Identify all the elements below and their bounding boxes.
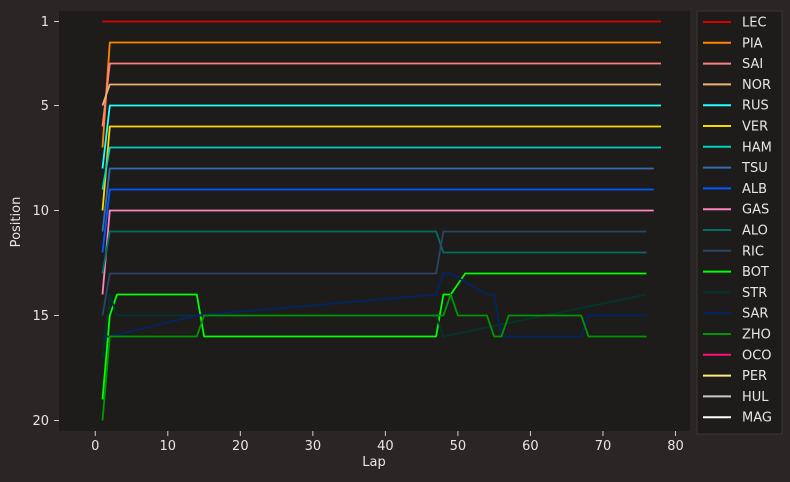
legend-label: RUS [742,99,769,114]
y-tick-label: 10 [32,204,49,219]
plot-area [59,11,690,431]
legend-label: GAS [742,203,769,218]
x-tick-label: 0 [91,439,99,454]
series-line-ham [101,146,661,190]
series-line-gas [101,209,654,295]
series-line-rus [101,104,661,169]
x-tick-label: 20 [232,439,249,454]
series-line-ric [101,230,647,316]
legend-label: PIA [742,36,763,51]
series-line-alb [101,188,654,253]
y-tick-label: 15 [32,309,49,324]
x-tick-label: 60 [522,439,539,454]
y-tick-label: 20 [32,414,49,429]
x-tick-label: 40 [377,439,394,454]
legend-label: PER [742,369,767,384]
legend-label: LEC [742,16,767,31]
x-tick-label: 10 [160,439,177,454]
x-tick-label: 80 [667,439,684,454]
legend-label: STR [742,286,767,301]
legend-label: RIC [742,244,764,259]
x-tick-label: 50 [450,439,467,454]
series-line-sar [102,272,647,338]
legend-label: MAG [742,411,772,426]
legend-label: HAM [742,140,772,155]
x-tick-label: 30 [305,439,322,454]
series-line-ver [101,125,661,211]
legend-label: OCO [742,348,772,363]
legend-label: VER [742,120,768,135]
series-line-tsu [101,167,654,232]
legend-label: ALO [742,224,768,239]
legend-label: BOT [742,265,769,280]
x-tick-label: 70 [595,439,612,454]
y-tick-label: 5 [41,99,49,114]
y-axis-label: Position [9,197,24,248]
legend-label: SAI [742,57,763,72]
series-line-alo [101,230,647,274]
legend-label: NOR [742,78,771,93]
series-lines [101,20,661,421]
x-axis-label: Lap [362,455,385,470]
series-line-sai [101,62,661,127]
legend-label: TSU [741,161,768,176]
y-tick-label: 1 [41,15,49,30]
series-line-zho [101,293,647,421]
legend-label: HUL [742,390,769,405]
legend: LEC PIA SAI NOR RUS VER HAM TSU ALB GAS ALO RIC BOT S… [696,10,783,435]
legend-label: ZHO [742,328,771,343]
legend-label: ALB [742,182,767,197]
legend-box [696,10,783,435]
legend-label: SAR [742,307,768,322]
series-line-nor [101,83,661,106]
